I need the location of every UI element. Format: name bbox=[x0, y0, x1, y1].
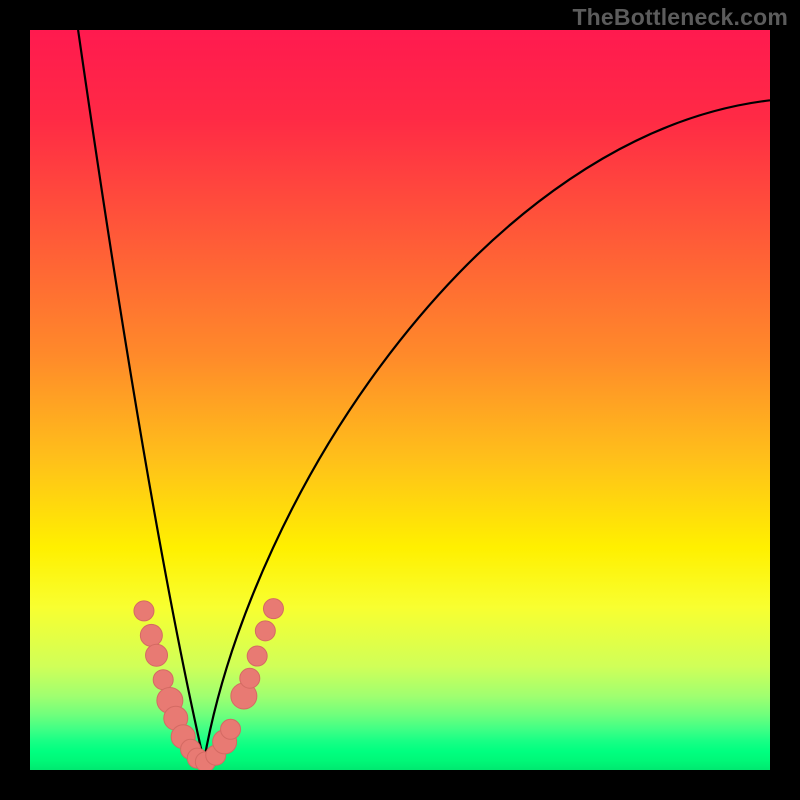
curve-marker bbox=[247, 646, 267, 666]
curve-marker bbox=[153, 670, 173, 690]
curve-marker bbox=[263, 599, 283, 619]
bottleneck-chart bbox=[0, 0, 800, 800]
curve-marker bbox=[240, 668, 260, 688]
chart-container: TheBottleneck.com bbox=[0, 0, 800, 800]
curve-marker bbox=[255, 621, 275, 641]
curve-marker bbox=[140, 624, 162, 646]
curve-marker bbox=[146, 644, 168, 666]
gradient-background bbox=[30, 30, 770, 770]
curve-marker bbox=[134, 601, 154, 621]
watermark-text: TheBottleneck.com bbox=[572, 4, 788, 31]
curve-marker bbox=[221, 719, 241, 739]
